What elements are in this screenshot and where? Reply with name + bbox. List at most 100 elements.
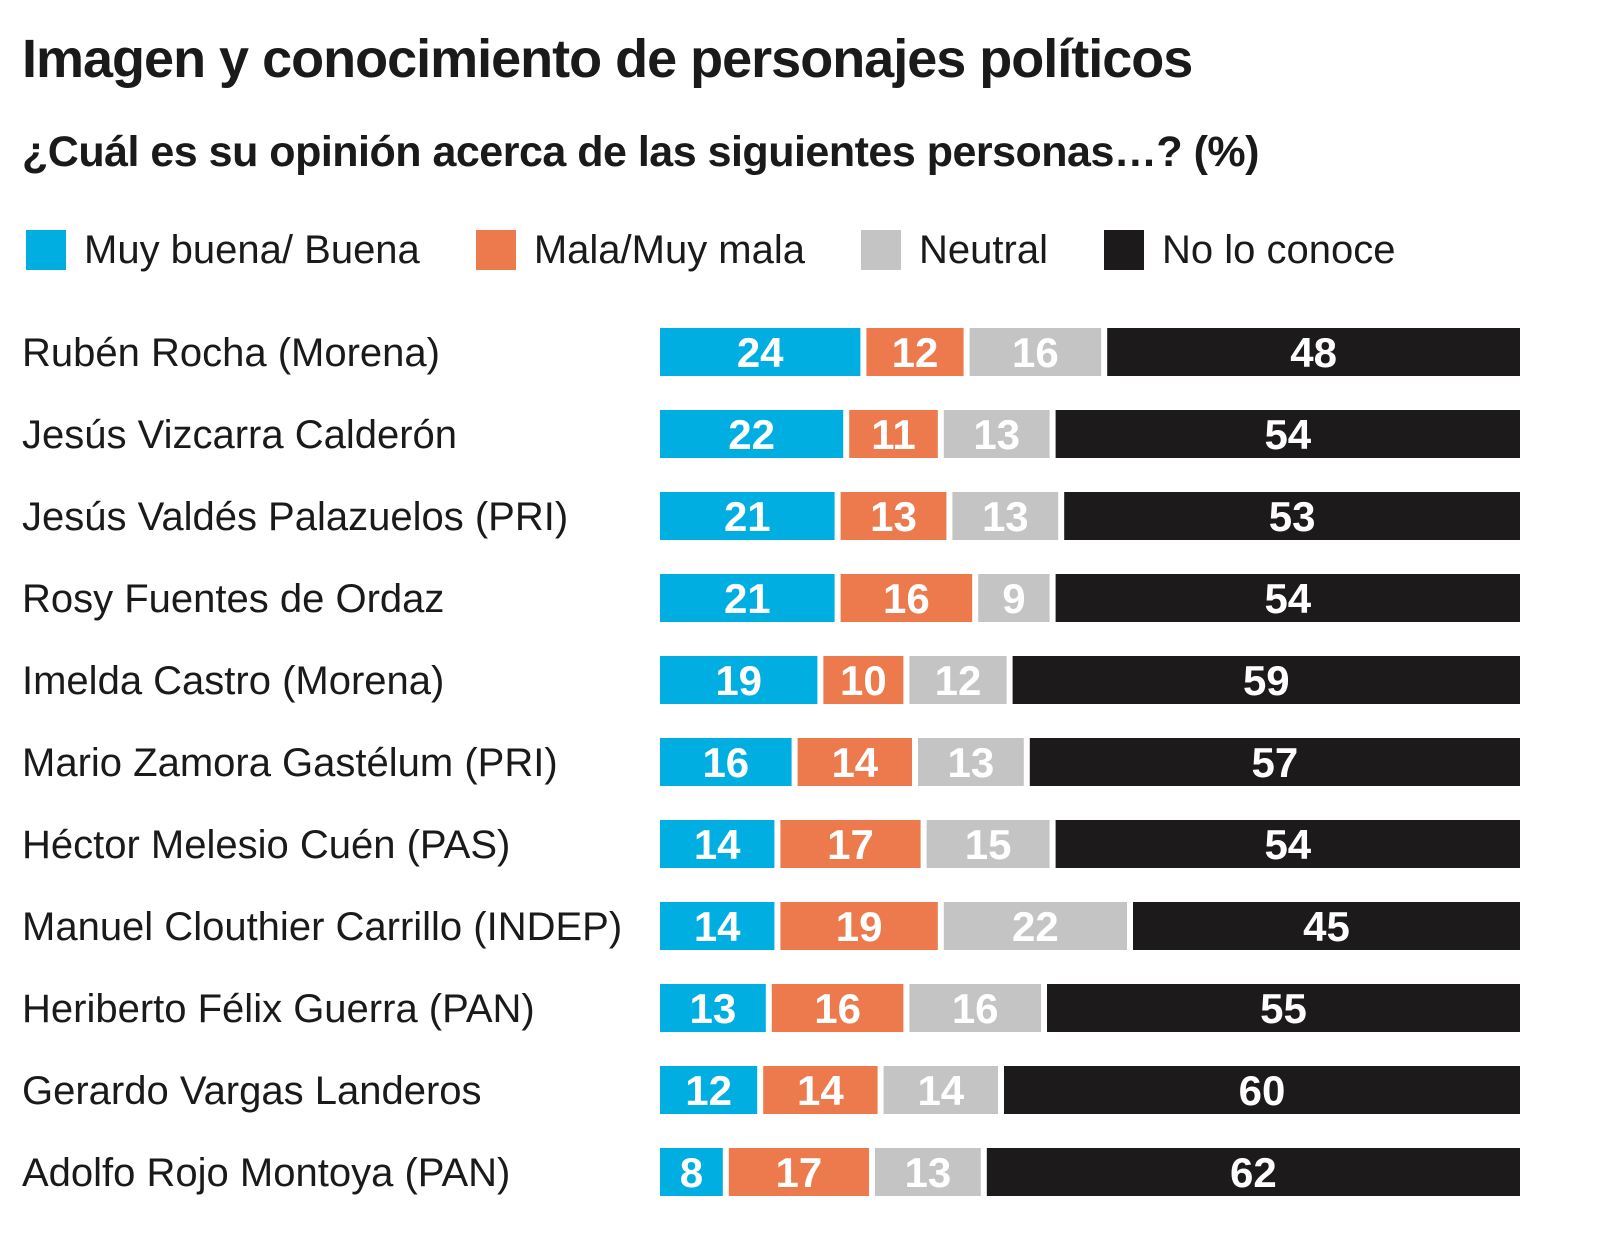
bar-value-label: 14 <box>694 821 741 868</box>
bar-segment-neutral <box>952 492 1059 540</box>
legend: Muy buena/ Buena Mala/Muy mala Neutral N… <box>26 225 1451 275</box>
bar-value-label: 57 <box>1252 739 1299 786</box>
bar-segment-neutral <box>943 902 1127 950</box>
category-label: Manuel Clouthier Carrillo (INDEP) <box>22 905 622 949</box>
bar-value-label: 54 <box>1264 821 1311 868</box>
bar-row: Jesús Vizcarra Calderón 22 11 13 54 <box>22 410 1520 458</box>
bar-segment-muy-buena-buena <box>660 902 775 950</box>
bar-segment-no-lo-conoce <box>1133 902 1520 950</box>
bar-segment-no-lo-conoce <box>1064 492 1520 540</box>
bar-value-label: 19 <box>715 657 762 704</box>
category-label: Rosy Fuentes de Ordaz <box>22 577 444 621</box>
bar-row: Jesús Valdés Palazuelos (PRI) 21 13 13 53 <box>22 492 1520 540</box>
category-label: Rubén Rocha (Morena) <box>22 331 440 375</box>
legend-item-mala: Mala/Muy mala <box>475 227 806 273</box>
bar-segment-mala-muy-mala <box>763 1066 878 1114</box>
chart-subtitle: ¿Cuál es su opinión acerca de las siguie… <box>22 128 1259 176</box>
bar-segment-no-lo-conoce <box>1107 328 1520 376</box>
legend-swatch-no-conoce <box>1103 230 1144 270</box>
bar-segment-neutral <box>978 574 1050 622</box>
category-label: Adolfo Rojo Montoya (PAN) <box>22 1151 510 1195</box>
bar-value-label: 17 <box>827 821 874 868</box>
bar-segment-muy-buena-buena <box>660 820 775 868</box>
category-label: Imelda Castro (Morena) <box>22 659 444 703</box>
bar-value-label: 22 <box>728 411 775 458</box>
legend-label-mala: Mala/Muy mala <box>533 227 806 272</box>
bar-value-label: 24 <box>737 329 784 376</box>
bar-value-label: 12 <box>685 1067 732 1114</box>
bar-row: Adolfo Rojo Montoya (PAN) 8 17 13 62 <box>22 1148 1520 1196</box>
bar-value-label: 22 <box>1012 903 1059 950</box>
bar-value-label: 14 <box>831 739 878 786</box>
bar-value-label: 9 <box>1002 575 1025 622</box>
bar-value-label: 53 <box>1269 493 1316 540</box>
category-label: Gerardo Vargas Landeros <box>22 1069 482 1113</box>
bar-segment-muy-buena-buena <box>660 410 844 458</box>
bar-row: Gerardo Vargas Landeros 12 14 14 60 <box>22 1066 1520 1114</box>
bar-segment-neutral <box>943 410 1050 458</box>
bar-segment-neutral <box>883 1066 998 1114</box>
bar-segment-mala-muy-mala <box>780 902 938 950</box>
bar-value-label: 13 <box>690 985 737 1032</box>
legend-swatch-buena <box>26 230 66 270</box>
legend-label-buena: Muy buena/ Buena <box>84 227 420 272</box>
bar-value-label: 60 <box>1239 1067 1286 1114</box>
legend-item-buena: Muy buena/ Buena <box>26 228 420 273</box>
bar-value-label: 16 <box>1012 329 1059 376</box>
bar-value-label: 54 <box>1264 575 1311 622</box>
bar-value-label: 55 <box>1260 985 1307 1032</box>
bar-row: Mario Zamora Gastélum (PRI) 16 14 13 57 <box>22 738 1520 786</box>
bar-value-label: 13 <box>982 493 1029 540</box>
bar-row: Rosy Fuentes de Ordaz 21 16 9 54 <box>22 574 1520 622</box>
bar-segment-muy-buena-buena <box>660 738 792 786</box>
bar-value-label: 15 <box>965 821 1012 868</box>
bar-segment-neutral <box>875 1148 981 1196</box>
bar-value-label: 16 <box>702 739 749 786</box>
chart-title: Imagen y conocimiento de personajes polí… <box>22 29 1193 89</box>
bar-value-label: 48 <box>1290 329 1337 376</box>
bar-segment-no-lo-conoce <box>1012 656 1520 704</box>
bar-segment-neutral <box>969 328 1102 376</box>
bar-segment-muy-buena-buena <box>660 574 835 622</box>
bar-segment-mala-muy-mala <box>840 492 947 540</box>
bar-value-label: 12 <box>892 329 939 376</box>
bar-value-label: 62 <box>1230 1149 1277 1196</box>
bar-segment-muy-buena-buena <box>660 492 835 540</box>
bar-segment-muy-buena-buena <box>660 984 766 1032</box>
bar-row: Rubén Rocha (Morena) 24 12 16 48 <box>22 328 1520 376</box>
bar-segment-no-lo-conoce <box>1055 574 1520 622</box>
bar-value-label: 14 <box>797 1067 844 1114</box>
bar-value-label: 13 <box>870 493 917 540</box>
bar-value-label: 45 <box>1303 903 1350 950</box>
bar-segment-mala-muy-mala <box>823 656 904 704</box>
bar-value-label: 14 <box>917 1067 964 1114</box>
bar-segment-no-lo-conoce <box>1047 984 1520 1032</box>
bar-row: Manuel Clouthier Carrillo (INDEP) 14 19 22 4… <box>22 902 1520 950</box>
bar-row: Héctor Melesio Cuén (PAS) 14 17 15 54 <box>22 820 1520 868</box>
bar-value-label: 16 <box>814 985 861 1032</box>
category-label: Mario Zamora Gastélum (PRI) <box>22 741 558 785</box>
bar-segment-no-lo-conoce <box>986 1148 1520 1196</box>
bar-segment-no-lo-conoce <box>1055 820 1520 868</box>
bar-segment-no-lo-conoce <box>1004 1066 1520 1114</box>
bar-row: Imelda Castro (Morena) 19 10 12 59 <box>22 656 1520 704</box>
legend-item-no-conoce: No lo conoce <box>1103 228 1395 273</box>
bar-segment-muy-buena-buena <box>660 1066 758 1114</box>
bar-value-label: 14 <box>694 903 741 950</box>
bar-segment-neutral <box>918 738 1024 786</box>
bar-value-label: 13 <box>948 739 995 786</box>
legend-swatch-mala <box>475 230 516 270</box>
bar-value-label: 21 <box>724 575 771 622</box>
bar-value-label: 10 <box>840 657 887 704</box>
bar-value-label: 11 <box>871 411 915 458</box>
bar-segment-muy-buena-buena <box>660 328 861 376</box>
legend-item-neutral: Neutral <box>861 228 1048 273</box>
bar-segment-mala-muy-mala <box>840 574 973 622</box>
bar-value-label: 17 <box>776 1149 823 1196</box>
bar-segment-mala-muy-mala <box>780 820 921 868</box>
bar-value-label: 13 <box>973 411 1020 458</box>
category-label: Jesús Vizcarra Calderón <box>22 413 457 457</box>
bar-segment-mala-muy-mala <box>849 410 938 458</box>
category-label: Jesús Valdés Palazuelos (PRI) <box>22 495 568 539</box>
bar-value-label: 13 <box>905 1149 952 1196</box>
